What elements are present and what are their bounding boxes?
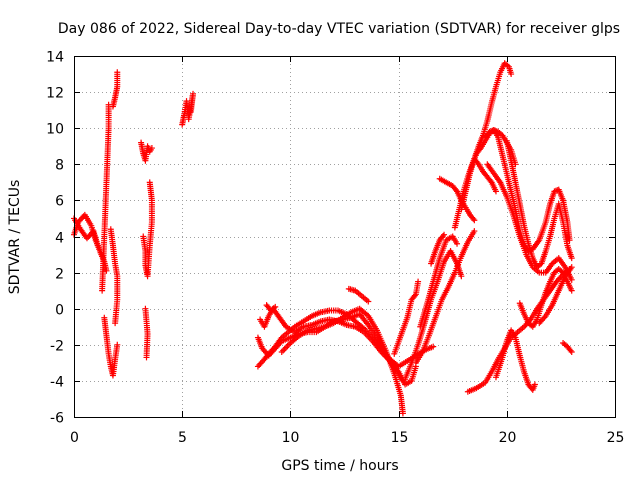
track-17 bbox=[391, 278, 422, 357]
track-10 bbox=[179, 90, 197, 128]
track-27 bbox=[503, 137, 575, 271]
track-31 bbox=[516, 265, 575, 330]
axis-ticks: 0 5 10 15 20 25 -6 -4 -2 0 2 4 6 8 10 12 14 bbox=[46, 50, 624, 447]
track-02 bbox=[71, 215, 106, 260]
data-point bbox=[112, 320, 119, 327]
y-tick-label: -6 bbox=[50, 411, 64, 427]
data-point bbox=[566, 237, 573, 244]
data-point bbox=[441, 231, 448, 238]
data-point bbox=[143, 354, 150, 361]
y-tick-label: 6 bbox=[55, 194, 64, 210]
data-point bbox=[146, 179, 153, 186]
track-06 bbox=[107, 226, 121, 327]
track-25 bbox=[471, 155, 499, 195]
data-point bbox=[471, 217, 478, 224]
x-tick-label: 25 bbox=[607, 430, 625, 446]
data-point bbox=[430, 343, 437, 350]
data-point bbox=[492, 188, 499, 195]
data-point bbox=[508, 71, 515, 78]
track-19 bbox=[417, 233, 461, 330]
y-tick-label: 12 bbox=[46, 86, 64, 102]
data-point bbox=[114, 69, 121, 76]
track-16 bbox=[345, 285, 372, 305]
track-05 bbox=[109, 69, 121, 110]
data-point bbox=[567, 347, 574, 354]
data-point bbox=[411, 292, 418, 299]
track-14 bbox=[254, 311, 406, 384]
data-point bbox=[568, 287, 575, 294]
data-point bbox=[568, 255, 575, 262]
data-point bbox=[470, 215, 477, 222]
data-points bbox=[71, 60, 575, 417]
track-29 bbox=[464, 265, 573, 395]
x-axis-label: GPS time / hours bbox=[281, 458, 398, 474]
chart-title: Day 086 of 2022, Sidereal Day-to-day VTE… bbox=[58, 21, 620, 37]
data-point bbox=[452, 187, 459, 194]
y-tick-label: -4 bbox=[50, 375, 64, 391]
track-30 bbox=[492, 327, 538, 393]
track-32 bbox=[536, 264, 575, 327]
track-03 bbox=[99, 101, 112, 294]
track-33 bbox=[560, 339, 575, 356]
data-point bbox=[568, 349, 575, 356]
track-08 bbox=[140, 179, 155, 280]
data-point bbox=[454, 240, 461, 247]
data-point bbox=[103, 267, 110, 274]
data-point bbox=[187, 108, 194, 115]
track-15 bbox=[263, 302, 279, 314]
y-tick-label: 4 bbox=[55, 231, 64, 247]
data-point bbox=[439, 233, 446, 240]
data-point bbox=[148, 145, 155, 152]
track-18 bbox=[402, 247, 465, 383]
data-point bbox=[474, 159, 481, 166]
y-tick-label: 10 bbox=[46, 122, 64, 138]
plot-frame bbox=[74, 56, 616, 418]
data-point bbox=[272, 303, 279, 310]
track-09 bbox=[142, 305, 151, 361]
y-tick-label: 8 bbox=[55, 158, 64, 174]
data-point bbox=[471, 228, 478, 235]
y-tick-label: 0 bbox=[55, 303, 64, 319]
data-point bbox=[365, 298, 372, 305]
x-tick-label: 5 bbox=[178, 430, 187, 446]
track-20 bbox=[412, 228, 478, 366]
track-07 bbox=[138, 139, 155, 164]
data-point bbox=[487, 177, 494, 184]
data-point bbox=[114, 341, 121, 348]
data-point bbox=[458, 273, 465, 280]
x-tick-label: 0 bbox=[70, 430, 79, 446]
x-tick-label: 15 bbox=[391, 430, 409, 446]
data-point bbox=[531, 381, 538, 388]
y-tick-label: 14 bbox=[46, 50, 64, 66]
data-point bbox=[415, 278, 422, 285]
y-axis-label: SDTVAR / TECUs bbox=[7, 180, 23, 295]
data-point bbox=[399, 410, 406, 417]
y-tick-label: 2 bbox=[55, 267, 64, 283]
y-tick-label: -2 bbox=[50, 339, 64, 355]
data-point bbox=[568, 264, 575, 271]
x-tick-label: 20 bbox=[499, 430, 517, 446]
data-point bbox=[568, 276, 575, 283]
track-04 bbox=[101, 314, 121, 379]
track-28 bbox=[484, 161, 575, 283]
grid-lines bbox=[74, 56, 615, 417]
track-24 bbox=[458, 60, 515, 213]
x-tick-label: 10 bbox=[282, 430, 300, 446]
track-21 bbox=[428, 231, 448, 267]
